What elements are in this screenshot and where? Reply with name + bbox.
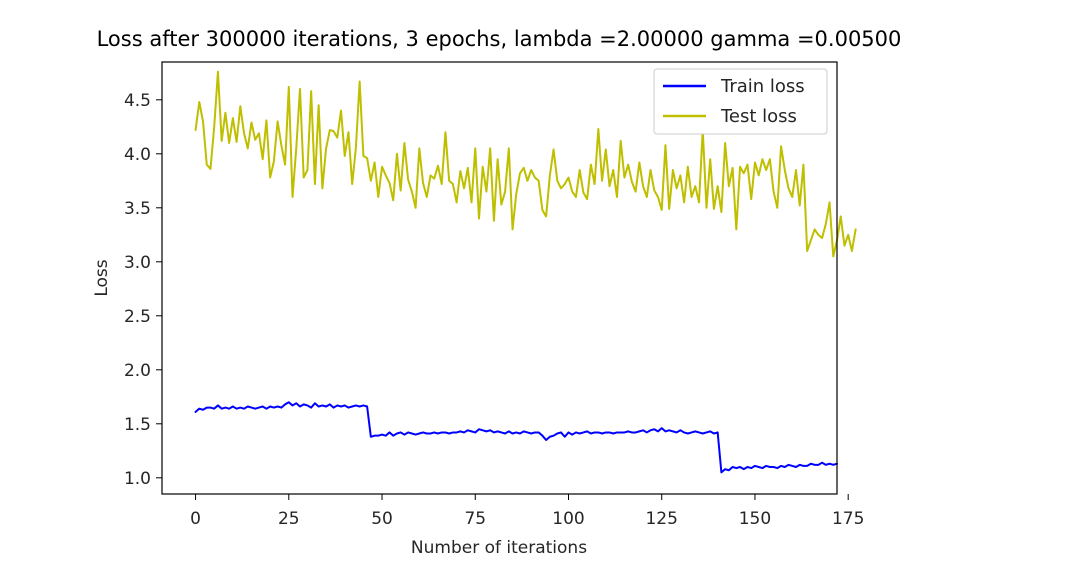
x-axis-label: Number of iterations: [411, 538, 587, 558]
x-tick-label-150: 150: [739, 509, 771, 529]
y-axis-label: Loss: [92, 259, 112, 296]
x-tick-label-25: 25: [278, 509, 300, 529]
series-layer: [194, 70, 857, 474]
plot-frame: [161, 61, 838, 495]
x-tick-label-0: 0: [190, 509, 201, 529]
x-tick-label-175: 175: [832, 509, 864, 529]
x-tick-label-100: 100: [552, 509, 584, 529]
y-tick-label-1-5: 1.5: [124, 415, 151, 435]
y-tick-label-4: 4.0: [124, 145, 151, 165]
y-tick-label-3: 3.0: [124, 253, 151, 273]
legend-label-test-loss: Test loss: [720, 106, 797, 127]
y-tick-label-4-5: 4.5: [124, 91, 151, 111]
series-line-test-loss: [194, 70, 857, 258]
ticks-layer: 0 25 50 75 100 125 150 175 1.0 1.5 2.0 2.5 3.0 3.5 4.0…: [124, 91, 864, 529]
x-tick-label-75: 75: [464, 509, 486, 529]
chart-title: Loss after 300000 iterations, 3 epochs, …: [97, 27, 902, 51]
y-tick-label-1: 1.0: [124, 469, 151, 489]
y-tick-label-2-5: 2.5: [124, 307, 151, 327]
legend: Train loss Test loss: [653, 68, 828, 135]
y-tick-label-3-5: 3.5: [124, 199, 151, 219]
x-tick-label-50: 50: [371, 509, 393, 529]
y-tick-label-2: 2.0: [124, 361, 151, 381]
x-tick-label-125: 125: [645, 509, 677, 529]
legend-label-train-loss: Train loss: [720, 76, 805, 97]
series-line-train-loss: [194, 401, 838, 474]
